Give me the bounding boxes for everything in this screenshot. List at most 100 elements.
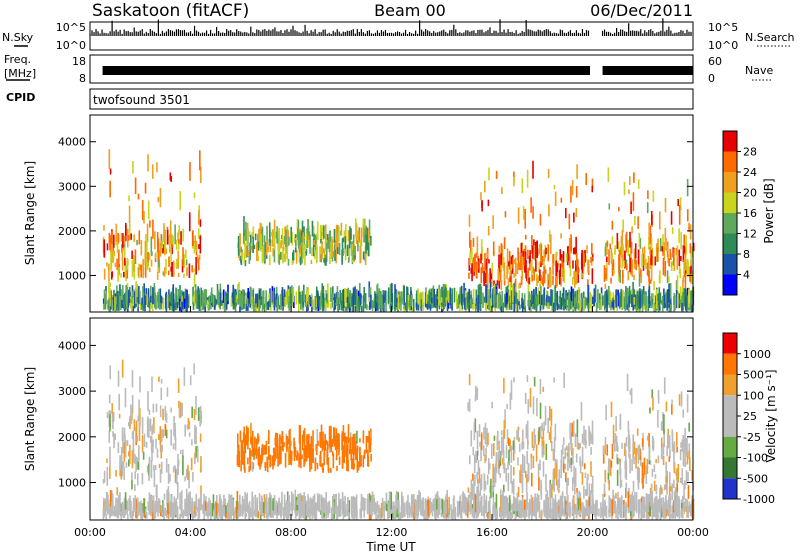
heatmap-cell <box>539 269 541 281</box>
heatmap-cell <box>380 503 383 519</box>
colorbar-segment <box>723 233 737 254</box>
heatmap-cell <box>509 504 512 520</box>
heatmap-cell <box>126 228 129 248</box>
noise-tick-top-right: 10^5 <box>708 21 738 34</box>
heatmap-cell <box>666 292 669 309</box>
heatmap-cell <box>179 513 181 520</box>
heatmap-cell <box>140 504 143 511</box>
heatmap-cell <box>631 259 634 278</box>
heatmap-cell <box>586 477 589 496</box>
heatmap-cell <box>522 298 524 305</box>
heatmap-cell <box>533 268 535 281</box>
heatmap-cell <box>348 500 351 520</box>
heatmap-cell <box>316 221 319 240</box>
heatmap-cell <box>654 496 657 514</box>
heatmap-cell <box>657 409 659 428</box>
heatmap-cell <box>118 413 121 419</box>
heatmap-cell <box>165 458 168 473</box>
heatmap-cell <box>606 256 608 263</box>
heatmap-cell <box>199 433 202 443</box>
heatmap-cell <box>290 491 293 512</box>
heatmap-cell <box>298 498 301 517</box>
heatmap-cell <box>122 232 124 248</box>
heatmap-cell <box>201 504 204 510</box>
heatmap-cell <box>356 453 359 473</box>
heatmap-cell <box>566 299 569 306</box>
heatmap-cell <box>471 247 473 260</box>
heatmap-cell <box>114 511 116 517</box>
heatmap-cell <box>320 292 322 306</box>
heatmap-cell <box>280 251 282 260</box>
heatmap-cell <box>503 420 506 439</box>
heatmap-cell <box>571 422 573 437</box>
heatmap-cell <box>110 251 112 272</box>
heatmap-cell <box>626 263 628 271</box>
heatmap-cell <box>455 291 458 309</box>
heatmap-cell <box>548 296 550 308</box>
date-title: 06/Dec/2011 <box>590 1 693 20</box>
heatmap-cell <box>645 514 648 519</box>
heatmap-cell <box>591 483 593 494</box>
velocity-cells <box>102 359 695 520</box>
heatmap-cell <box>257 511 259 519</box>
heatmap-cell <box>254 448 257 455</box>
heatmap-cell <box>509 302 511 308</box>
heatmap-cell <box>585 255 587 261</box>
heatmap-cell <box>502 500 505 514</box>
heatmap-cell <box>550 426 552 443</box>
heatmap-cell <box>572 512 575 518</box>
heatmap-cell <box>507 437 510 446</box>
heatmap-cell <box>176 506 179 520</box>
heatmap-cell <box>359 293 362 306</box>
heatmap-cell <box>180 231 182 245</box>
heatmap-cell <box>269 461 271 468</box>
heatmap-cell <box>502 484 505 493</box>
heatmap-cell <box>153 417 155 434</box>
noise-tick-bottom-right: 10^0 <box>708 39 738 52</box>
heatmap-cell <box>537 275 539 284</box>
heatmap-cell <box>528 277 530 285</box>
heatmap-cell <box>294 514 297 519</box>
heatmap-cell <box>305 502 308 516</box>
heatmap-cell <box>176 302 179 309</box>
heatmap-cell <box>663 514 665 519</box>
heatmap-cell <box>200 485 202 499</box>
heatmap-cell <box>359 512 362 519</box>
heatmap-cell <box>497 451 500 462</box>
heatmap-cell <box>469 299 472 306</box>
heatmap-cell <box>276 226 278 244</box>
heatmap-cell <box>322 463 324 473</box>
heatmap-cell <box>526 450 529 465</box>
heatmap-cell <box>671 404 673 415</box>
heatmap-cell <box>451 509 453 516</box>
heatmap-cell <box>385 300 387 312</box>
heatmap-cell <box>555 276 557 288</box>
heatmap-cell <box>314 254 316 260</box>
heatmap-cell <box>193 294 196 306</box>
heatmap-cell <box>444 496 447 515</box>
heatmap-cell <box>162 271 165 276</box>
heatmap-cell <box>251 461 254 472</box>
heatmap-cell <box>625 501 627 520</box>
heatmap-cell <box>165 413 168 423</box>
heatmap-cell <box>193 363 195 375</box>
heatmap-cell <box>110 501 113 517</box>
heatmap-cell <box>251 245 254 253</box>
heatmap-cell <box>341 238 344 250</box>
heatmap-cell <box>158 262 161 273</box>
heatmap-cell <box>352 495 355 510</box>
heatmap-cell <box>379 507 382 513</box>
heatmap-cell <box>684 273 687 293</box>
heatmap-cell <box>184 498 186 515</box>
heatmap-cell <box>245 221 247 241</box>
heatmap-cell <box>345 305 348 311</box>
heatmap-cell <box>113 289 115 302</box>
heatmap-cell <box>166 294 169 307</box>
heatmap-cell <box>609 497 612 511</box>
heatmap-cell <box>284 452 287 458</box>
heatmap-cell <box>648 432 650 448</box>
heatmap-cell <box>198 254 201 260</box>
heatmap-cell <box>370 235 372 246</box>
heatmap-cell <box>509 272 512 283</box>
heatmap-cell <box>273 287 276 305</box>
